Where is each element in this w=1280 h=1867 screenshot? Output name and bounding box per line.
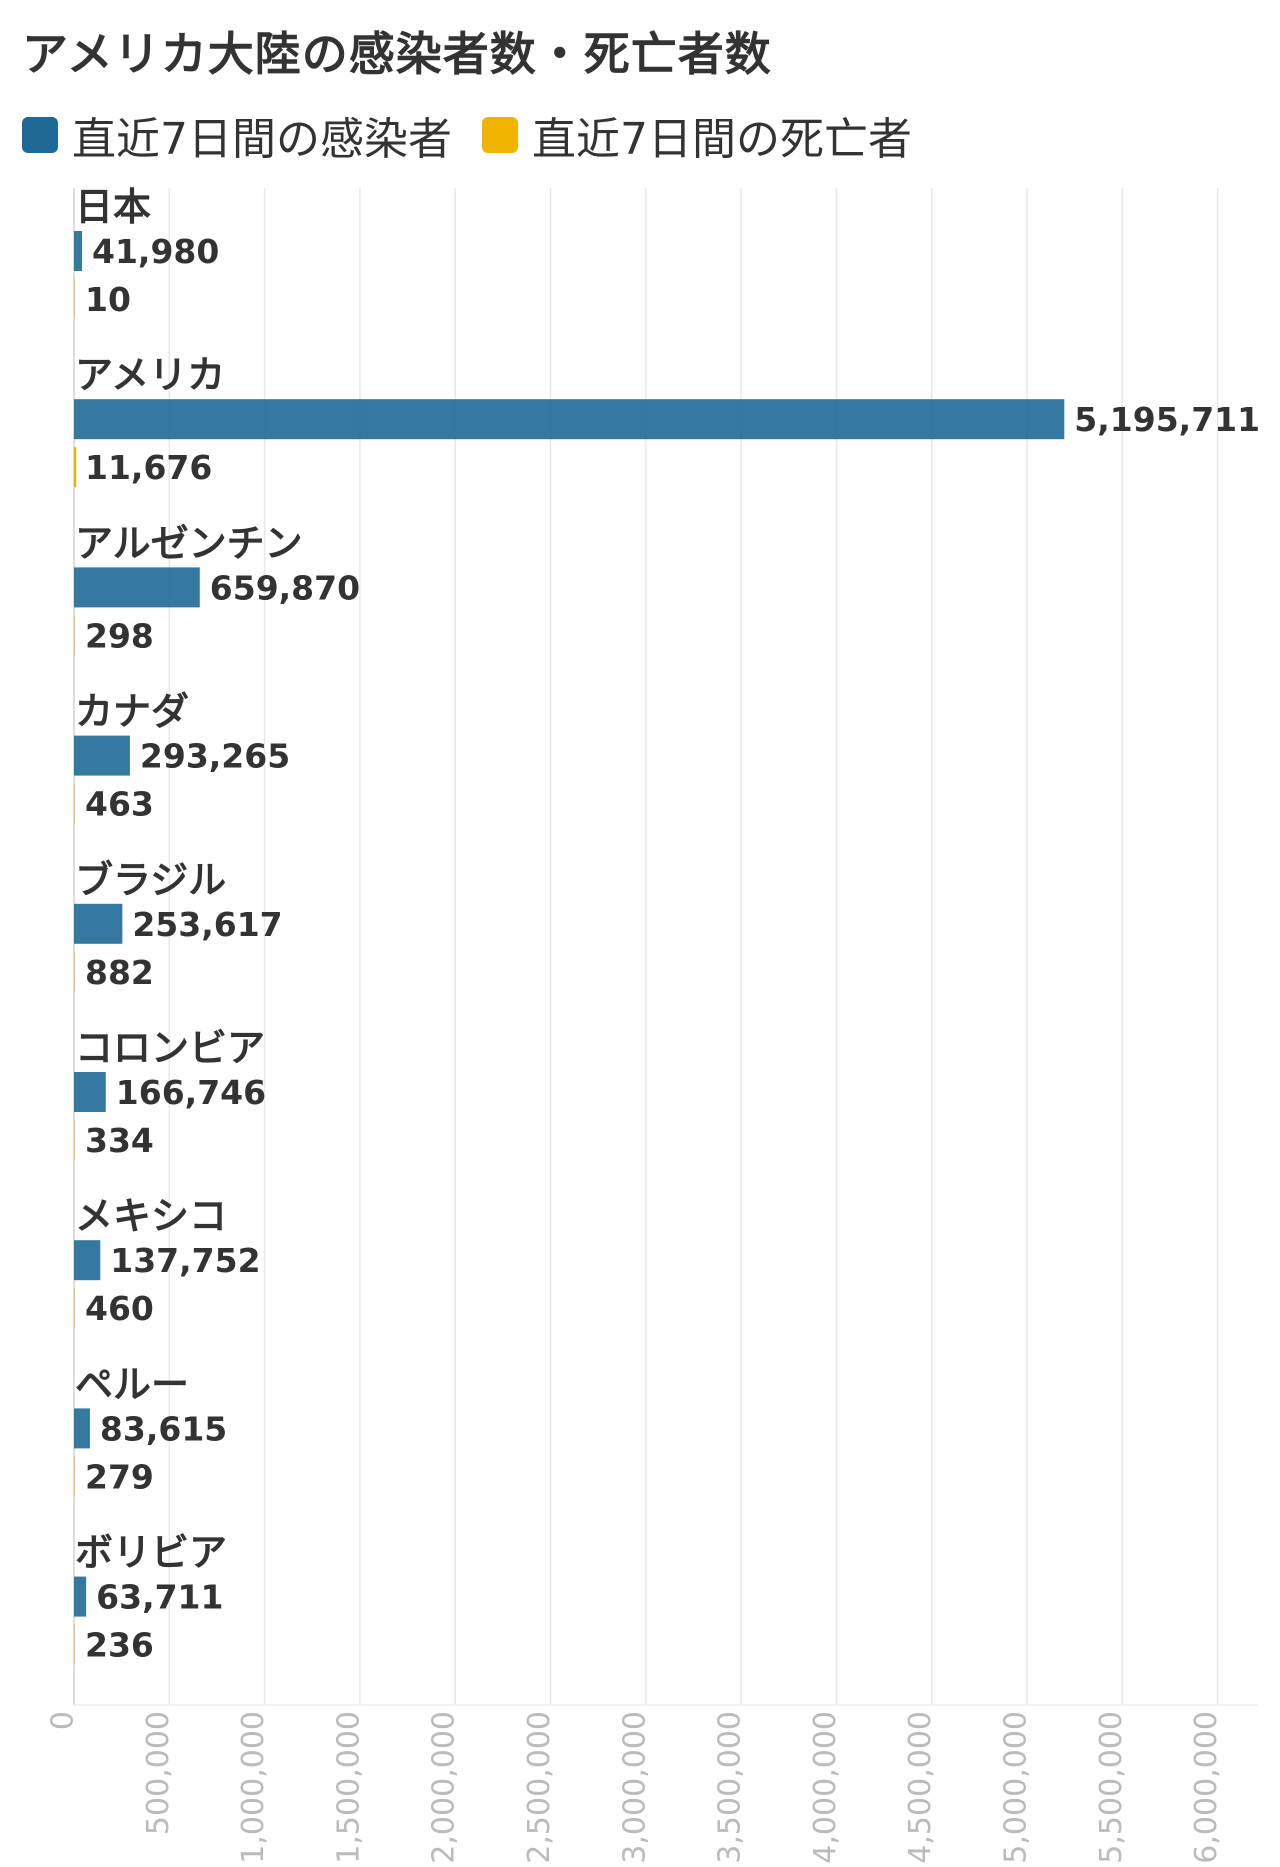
x-tick-label: 0 (46, 1711, 81, 1730)
country-label: ペルー (75, 1362, 189, 1406)
bar-cases (74, 399, 1065, 440)
x-tick-label: 4,000,000 (808, 1711, 843, 1864)
value-label-cases: 63,711 (96, 1578, 223, 1617)
x-tick-label: 6,000,000 (1189, 1711, 1224, 1864)
bar-cases (74, 903, 123, 944)
value-label-cases: 83,615 (100, 1409, 227, 1448)
value-label-deaths: 460 (85, 1289, 154, 1328)
legend-label-deaths: 直近7日間の死亡者 (532, 114, 912, 165)
x-tick-label: 3,500,000 (713, 1711, 748, 1864)
bar-deaths (74, 1288, 75, 1329)
x-tick-label: 1,000,000 (236, 1711, 271, 1864)
country-label: カナダ (75, 690, 189, 734)
bar-deaths (74, 1624, 75, 1665)
x-tick-label: 2,000,000 (427, 1711, 462, 1864)
value-label-deaths: 11,676 (85, 448, 212, 487)
bar-cases (74, 1576, 87, 1617)
legend-item-deaths: 直近7日間の死亡者 (482, 103, 912, 167)
bar-deaths (74, 279, 75, 319)
value-label-cases: 659,870 (210, 568, 360, 607)
x-tick-label: 2,500,000 (522, 1711, 557, 1864)
bar-cases (74, 231, 83, 271)
legend-label-cases: 直近7日間の感染者 (72, 114, 452, 165)
bar-deaths (74, 951, 75, 992)
bar-cases (74, 735, 130, 776)
legend: 直近7日間の感染者 直近7日間の死亡者 (22, 105, 942, 165)
country-label: メキシコ (75, 1194, 227, 1238)
bar-cases (74, 1072, 106, 1112)
bar-cases (74, 567, 200, 608)
chart-title: アメリカ大陸の感染者数・死亡者数 (22, 27, 772, 81)
x-tick-label: 5,500,000 (1094, 1711, 1129, 1864)
x-tick-label: 3,000,000 (617, 1711, 652, 1864)
value-label-deaths: 10 (85, 280, 131, 319)
value-label-cases: 253,617 (132, 905, 282, 944)
value-label-deaths: 463 (85, 785, 154, 824)
legend-swatch-cases (22, 117, 58, 153)
bar-deaths (74, 1120, 75, 1160)
value-label-deaths: 298 (85, 616, 154, 655)
country-label: アメリカ (75, 353, 225, 397)
value-label-deaths: 236 (85, 1626, 154, 1665)
country-label: ボリビア (75, 1531, 227, 1575)
value-label-cases: 137,752 (110, 1241, 260, 1280)
country-label: アルゼンチン (75, 521, 303, 565)
legend-swatch-deaths (482, 117, 518, 153)
x-tick-label: 5,000,000 (999, 1711, 1034, 1864)
legend-item-cases: 直近7日間の感染者 (22, 103, 452, 167)
value-label-cases: 41,980 (92, 232, 219, 271)
bar-deaths (74, 783, 75, 824)
x-tick-label: 500,000 (141, 1711, 176, 1835)
bar-deaths (74, 1456, 75, 1497)
value-label-deaths: 279 (85, 1457, 154, 1496)
value-label-cases: 293,265 (140, 737, 290, 776)
bar-cases (74, 1408, 90, 1449)
value-label-deaths: 882 (85, 953, 154, 992)
value-label-deaths: 334 (85, 1121, 154, 1160)
value-label-cases: 5,195,711 (1074, 400, 1260, 439)
country-label: 日本 (75, 185, 151, 229)
x-tick-label: 4,500,000 (903, 1711, 938, 1864)
bar-deaths (74, 447, 77, 488)
x-tick-label: 1,500,000 (331, 1711, 366, 1864)
bar-deaths (74, 615, 75, 656)
country-label: ブラジル (75, 858, 226, 902)
bar-cases (74, 1240, 101, 1281)
country-label: コロンビア (75, 1026, 265, 1070)
value-label-cases: 166,746 (116, 1073, 266, 1112)
